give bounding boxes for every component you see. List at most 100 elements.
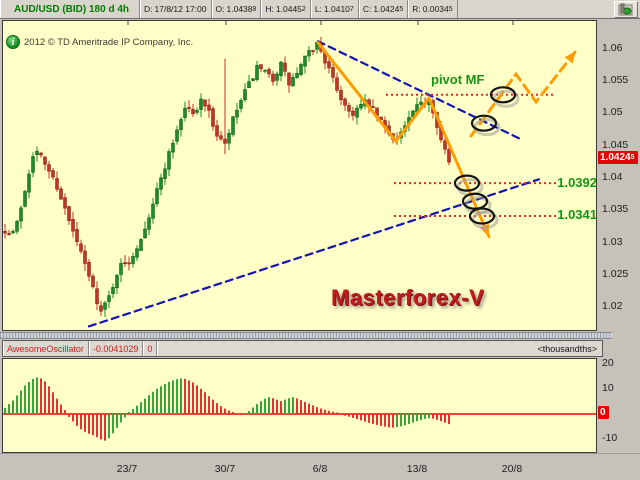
candle-body [327,61,331,69]
downtrend-line[interactable] [316,40,523,141]
candle-body [11,231,15,234]
candle-body [183,107,187,118]
ellipse-marker[interactable] [470,114,498,132]
candle-body [255,65,259,80]
candle-body [7,233,11,235]
candle-body [227,132,231,144]
candle-body [307,50,311,57]
candle-body [87,261,91,277]
candle-body [163,168,167,180]
candle-body [195,110,199,113]
candle-body [259,64,263,70]
date-tick-label: 20/8 [501,463,523,475]
oscillator-title[interactable]: AwesomeOscillator [3,341,89,356]
panel-splitter[interactable] [0,332,612,339]
ellipse-marker[interactable] [489,86,517,104]
candle-body [275,73,279,81]
ellipse-marker[interactable] [453,174,481,192]
candle-body [31,156,35,173]
candle-body [71,218,75,232]
candle-body [107,295,111,302]
candle-body [135,248,139,258]
candle-body [47,164,51,172]
candle-body [143,228,147,239]
candle-body [79,243,83,252]
copyright-text: 2012 © TD Ameritrade IP Company, Inc. [24,36,194,48]
candle-body [443,140,447,150]
candle-body [359,104,363,109]
candle-body [311,50,315,52]
date-tick-label: 13/8 [406,463,428,475]
price-axis[interactable]: 1.06 1.055 1.05 1.045 1.04 1.035 1.03 1.025 1.02… [598,0,640,453]
candle-body [271,73,275,82]
ellipse-marker[interactable] [461,192,489,210]
candle-body [139,239,143,251]
candle-body [95,288,99,305]
candle-body [339,90,343,101]
candle-body [211,108,215,127]
candle-body [127,262,131,265]
ao-tick-label: 10 [602,382,614,394]
candle-body [43,156,47,165]
info-icon[interactable]: i [6,35,20,49]
price-tick-label: 1.03 [602,236,623,248]
ellipse-marker[interactable] [468,207,496,225]
candle-body [115,275,119,289]
candle-body [287,72,291,86]
hand-tool-button[interactable] [614,1,638,18]
price-chart-canvas[interactable]: i 2012 © TD Ameritrade IP Company, Inc. … [2,20,597,331]
candle-body [167,151,171,170]
candle-body [175,129,179,142]
candle-body [335,77,339,91]
candle-body [331,67,335,78]
candles-layer [3,36,451,317]
ao-bars-layer [4,377,450,441]
candle-body [247,81,251,88]
ao-tick-label: 20 [602,357,614,369]
candle-body [239,100,243,109]
candle-body [147,217,151,230]
candle-body [59,188,63,200]
candle-body [199,98,203,110]
last-price-box: 1.04245 [598,151,638,164]
oscillator-canvas[interactable] [2,358,597,453]
quote-bar: AUD/USD (BID) 180 d 4h D: 17/8/12 17:00 … [0,0,640,19]
candle-body [51,170,55,178]
price-tick-label: 1.025 [602,268,629,280]
candle-body [35,151,39,155]
candle-body [279,61,283,76]
quote-field-close: C: 1.0424 5 [359,0,409,18]
candle-body [207,104,211,111]
candle-body [235,109,239,118]
date-tick-label: 6/8 [312,463,328,475]
uptrend-line[interactable] [87,178,541,328]
candle-body [171,142,175,153]
candle-body [67,206,71,222]
date-tick-label: 30/7 [214,463,236,475]
price-tick-label: 1.06 [602,42,623,54]
time-axis[interactable]: 23/7 30/7 6/8 13/8 20/8 [0,453,640,480]
candle-body [419,101,423,105]
candle-body [343,98,347,106]
candle-body [103,302,107,310]
price-tick-label: 1.035 [602,203,629,215]
price-chart-svg [3,21,578,328]
hand-tool-icon [618,3,633,16]
copyright-row: i 2012 © TD Ameritrade IP Company, Inc. [6,35,193,49]
symbol-title: AUD/USD (BID) 180 d 4h [0,0,141,18]
candle-body [283,62,287,72]
quote-field-range: R: 0.0034 5 [408,0,458,18]
candle-body [27,173,31,193]
candle-body [347,105,351,112]
candle-body [131,256,135,264]
candle-body [231,116,235,135]
wave-impulse-line[interactable] [316,41,491,239]
candle-body [179,119,183,131]
candle-body [267,69,271,75]
candle-body [219,135,223,140]
candle-body [223,138,227,144]
candle-body [3,231,7,234]
oscillator-value: -0.0041029 [89,341,144,356]
wave-projection-line[interactable] [469,49,578,138]
candle-body [119,263,123,275]
